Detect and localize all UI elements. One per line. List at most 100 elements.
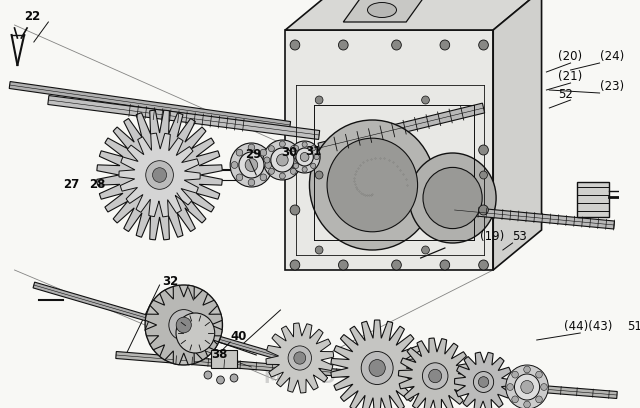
Ellipse shape — [367, 2, 397, 18]
Circle shape — [236, 149, 243, 156]
Circle shape — [152, 168, 166, 182]
Circle shape — [361, 352, 393, 384]
Circle shape — [478, 377, 489, 387]
Circle shape — [440, 260, 450, 270]
Text: 31: 31 — [305, 145, 322, 158]
Circle shape — [236, 174, 243, 181]
Circle shape — [327, 138, 417, 232]
Circle shape — [148, 163, 171, 187]
Polygon shape — [266, 323, 333, 393]
Circle shape — [429, 369, 442, 383]
Polygon shape — [48, 95, 319, 140]
Polygon shape — [33, 282, 291, 363]
Circle shape — [290, 145, 300, 155]
Text: (24): (24) — [600, 50, 624, 63]
Circle shape — [289, 141, 320, 173]
Circle shape — [264, 157, 270, 163]
Text: 29: 29 — [244, 148, 261, 161]
Circle shape — [521, 381, 533, 393]
Circle shape — [479, 260, 488, 270]
Circle shape — [422, 96, 429, 104]
Circle shape — [506, 365, 548, 408]
Circle shape — [291, 168, 296, 174]
Polygon shape — [493, 0, 541, 270]
Circle shape — [310, 163, 316, 169]
Circle shape — [310, 120, 435, 250]
Polygon shape — [211, 350, 237, 368]
Circle shape — [280, 141, 285, 147]
Circle shape — [302, 142, 307, 147]
Circle shape — [290, 260, 300, 270]
Text: MA    D: MA D — [264, 369, 335, 387]
Circle shape — [290, 40, 300, 50]
Circle shape — [204, 371, 212, 379]
Circle shape — [248, 179, 255, 186]
Circle shape — [216, 376, 225, 384]
Circle shape — [422, 363, 448, 389]
Circle shape — [440, 40, 450, 50]
Circle shape — [423, 167, 482, 228]
Circle shape — [137, 152, 182, 198]
Circle shape — [260, 174, 267, 181]
Text: 30: 30 — [282, 146, 298, 159]
Circle shape — [515, 374, 540, 400]
Polygon shape — [285, 30, 493, 270]
Circle shape — [294, 163, 299, 169]
Circle shape — [245, 158, 258, 171]
Circle shape — [512, 396, 518, 403]
Circle shape — [290, 154, 295, 160]
Text: 38: 38 — [211, 348, 227, 361]
Circle shape — [265, 162, 271, 169]
Text: 32: 32 — [163, 275, 179, 288]
Text: 22: 22 — [24, 10, 40, 23]
Circle shape — [316, 171, 323, 179]
Polygon shape — [318, 103, 484, 153]
Text: 51: 51 — [627, 320, 640, 333]
Circle shape — [474, 372, 493, 392]
Circle shape — [231, 162, 238, 169]
Polygon shape — [454, 352, 513, 408]
Circle shape — [479, 205, 488, 215]
Polygon shape — [399, 338, 472, 408]
Text: 40: 40 — [230, 330, 246, 343]
Circle shape — [300, 153, 309, 162]
Circle shape — [409, 153, 496, 243]
Circle shape — [169, 310, 198, 340]
Circle shape — [316, 246, 323, 254]
Circle shape — [369, 359, 385, 377]
Polygon shape — [119, 133, 200, 217]
Text: (20): (20) — [558, 50, 582, 63]
Circle shape — [230, 374, 238, 382]
Circle shape — [176, 313, 214, 353]
Text: 53: 53 — [513, 230, 527, 243]
Circle shape — [310, 146, 316, 151]
Circle shape — [422, 246, 429, 254]
Text: 28: 28 — [89, 178, 106, 191]
Circle shape — [339, 260, 348, 270]
Circle shape — [314, 154, 319, 160]
Circle shape — [291, 146, 296, 152]
Circle shape — [263, 140, 301, 180]
Circle shape — [536, 396, 542, 403]
Circle shape — [294, 352, 306, 364]
Polygon shape — [116, 352, 617, 399]
Circle shape — [524, 401, 531, 408]
Circle shape — [288, 346, 312, 370]
Circle shape — [230, 143, 273, 187]
Circle shape — [536, 371, 542, 378]
Circle shape — [260, 149, 267, 156]
Circle shape — [145, 285, 223, 365]
Circle shape — [294, 146, 299, 151]
Circle shape — [392, 40, 401, 50]
Circle shape — [269, 146, 275, 152]
Circle shape — [316, 96, 323, 104]
Circle shape — [524, 366, 531, 373]
Circle shape — [512, 371, 518, 378]
Polygon shape — [285, 0, 541, 30]
Circle shape — [239, 152, 264, 178]
Circle shape — [541, 384, 547, 390]
Circle shape — [479, 40, 488, 50]
Polygon shape — [145, 285, 222, 365]
Circle shape — [392, 260, 401, 270]
Circle shape — [290, 205, 300, 215]
